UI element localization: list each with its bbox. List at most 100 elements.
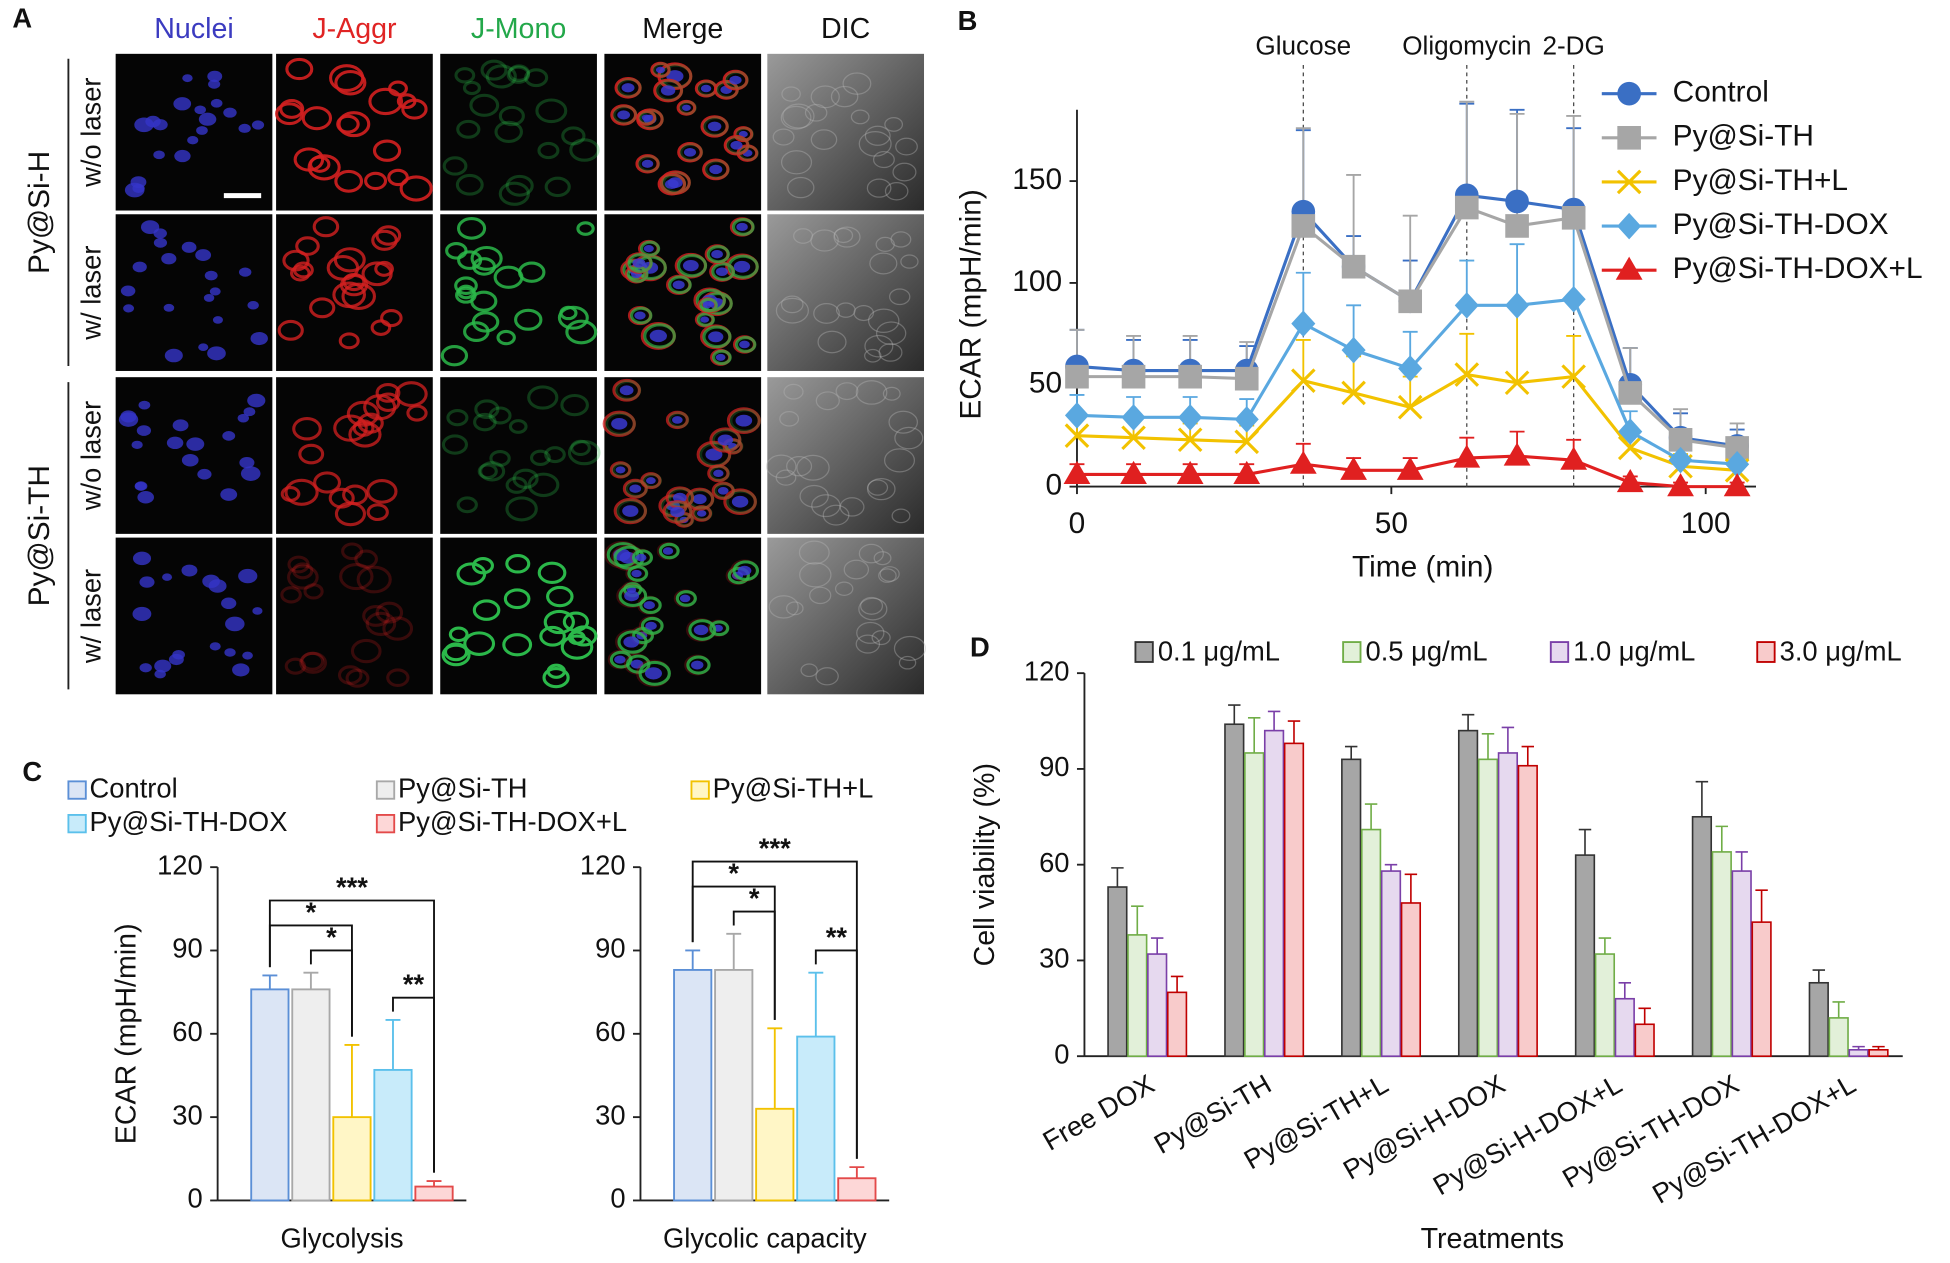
y-tick-label: 0: [610, 1183, 625, 1214]
marker: [1668, 446, 1693, 474]
cell-blob: [576, 221, 595, 236]
cell-blob: [809, 586, 832, 605]
cell-blob: [702, 116, 729, 137]
cell-blob: [454, 276, 478, 295]
bar: [250, 988, 290, 1202]
error-bar: [1521, 745, 1535, 766]
cell-blob: [858, 597, 888, 621]
micrograph: [440, 53, 597, 211]
cell-blob: [678, 100, 697, 116]
cell-blob: [512, 468, 539, 489]
legend-swatch: [67, 780, 87, 800]
bar: [1400, 902, 1422, 1058]
cell-blob: [279, 98, 305, 119]
cell-blob: [456, 284, 476, 300]
y-tick-label: 90: [595, 933, 625, 964]
cell-blob: [567, 439, 601, 466]
marker: [1505, 214, 1529, 238]
marker: [1668, 427, 1693, 452]
cell-blob: [275, 102, 304, 126]
cell-blob: [772, 128, 795, 146]
legend-swatch: [67, 814, 87, 834]
marker: [1289, 450, 1317, 474]
cell-blob: [866, 178, 892, 198]
significance-bracket: [691, 860, 858, 1159]
cell-blob: [368, 87, 404, 116]
marker: [1234, 366, 1259, 391]
marker: [1234, 429, 1260, 455]
marker: [1505, 292, 1530, 319]
cell-blob: [505, 553, 531, 574]
cell-blob: [312, 216, 340, 238]
cell-blob: [709, 620, 730, 637]
cell-blob: [709, 164, 723, 175]
cell-blob: [872, 151, 895, 169]
significance-label: *: [728, 858, 739, 889]
cell-blob: [375, 225, 402, 246]
cell-blob: [636, 553, 647, 562]
cell-blob: [388, 80, 408, 97]
error-bar: [1638, 1007, 1651, 1025]
cell-blob: [614, 379, 642, 401]
y-tick-label: 30: [172, 1099, 202, 1130]
injection-label: Oligomycin: [1402, 31, 1531, 61]
cell-blob: [173, 97, 192, 111]
significance-label: **: [826, 922, 848, 953]
cell-blob: [734, 336, 757, 353]
cell-blob: [602, 410, 636, 437]
cell-blob: [614, 76, 642, 99]
cell-blob: [780, 295, 804, 314]
cell-blob: [891, 508, 911, 524]
cell-blob: [457, 250, 483, 270]
cell-blob: [867, 479, 889, 496]
row-label: w/o laser: [75, 401, 106, 511]
y-tick-label: 90: [1039, 751, 1069, 782]
cell-blob: [768, 595, 799, 619]
error-bar: [1832, 1001, 1845, 1018]
bar: [1574, 854, 1596, 1058]
marker: [1121, 404, 1146, 431]
cell-blob: [855, 634, 881, 654]
cell-blob: [174, 149, 191, 163]
cell-blob: [737, 565, 752, 576]
marker: [1617, 435, 1643, 461]
marker: [1176, 460, 1204, 484]
error-bar: [262, 974, 278, 990]
bar: [1828, 1017, 1849, 1058]
cell-blob: [781, 86, 801, 102]
legend-marker: [1617, 81, 1641, 106]
cell-blob: [333, 247, 366, 273]
cell-blob: [560, 634, 594, 660]
marker: [1454, 195, 1479, 220]
cell-blob: [496, 329, 516, 346]
cell-blob: [527, 472, 560, 498]
cell-blob: [643, 245, 654, 253]
micrograph: [276, 537, 433, 695]
cell-blob: [725, 135, 750, 155]
cell-blob: [560, 393, 589, 417]
cell-blob: [132, 183, 145, 193]
row-label: w/ laser: [75, 569, 106, 664]
cell-blob: [375, 601, 404, 624]
cell-blob: [472, 599, 501, 621]
cell-blob: [166, 436, 184, 450]
legend-swatch: [375, 780, 396, 800]
cell-blob: [494, 120, 523, 143]
cell-blob: [658, 542, 680, 560]
y-tick-label: 60: [1039, 847, 1069, 878]
cell-blob: [232, 663, 250, 677]
cell-blob: [238, 123, 251, 133]
cell-blob: [653, 78, 684, 103]
bar: [1341, 758, 1362, 1058]
cell-blob: [284, 478, 319, 506]
y-tick-label: 90: [172, 933, 202, 964]
cell-blob: [739, 340, 750, 349]
cell-blob: [357, 412, 384, 434]
column-header: Nuclei: [154, 13, 233, 45]
bar: [373, 1068, 413, 1202]
y-tick-label: 60: [172, 1016, 202, 1047]
cell-blob: [632, 258, 646, 268]
error-bar: [726, 932, 742, 970]
y-tick-label: 50: [1029, 367, 1062, 400]
